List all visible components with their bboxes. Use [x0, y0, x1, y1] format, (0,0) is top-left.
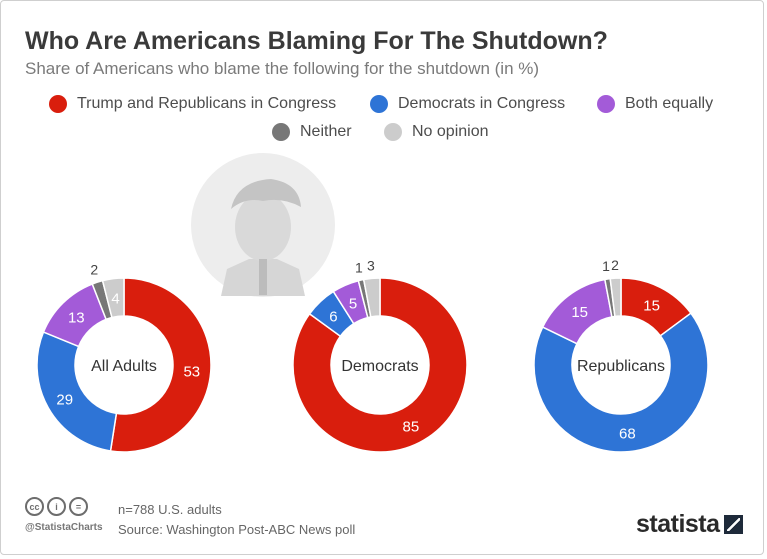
legend-label: Both equally: [625, 95, 714, 112]
chart-title: Who Are Americans Blaming For The Shutdo…: [25, 27, 608, 55]
donut-value-label: 1: [355, 259, 363, 275]
legend-swatch: [272, 123, 290, 141]
legend-item-no-opinion: No opinion: [384, 123, 489, 141]
donut-democrats: 85 65 1 3 Democrats: [292, 257, 468, 453]
donut-all-adults: 53 29 13 24 All Adults: [36, 262, 212, 453]
source-note: Source: Washington Post-ABC News poll: [118, 522, 356, 537]
donut-center-label: All Adults: [91, 358, 157, 375]
license-icons: cc i =: [25, 497, 88, 516]
donut-slice-democrats-in-congress: [533, 312, 709, 453]
donut-slice-no-opinion: [362, 277, 381, 318]
brand-name: statista: [636, 510, 720, 538]
legend-label: Democrats in Congress: [398, 95, 566, 112]
donut-slice-no-opinion: [101, 277, 125, 319]
creative-commons-icon: cc: [25, 497, 44, 516]
donut-slice-democrats-in-congress: [36, 331, 118, 452]
donut-center-label: Republicans: [577, 358, 665, 375]
donut-value-label: 5: [349, 296, 357, 313]
donut-value-label: 13: [68, 310, 85, 327]
legend-item-neither: Neither: [272, 123, 352, 141]
donut-value-label: 53: [183, 363, 200, 380]
statista-logo[interactable]: statista: [636, 510, 743, 539]
twitter-handle: @StatistaCharts: [25, 522, 103, 533]
donut-value-label: 1: [602, 258, 610, 274]
attribution-icon: i: [47, 497, 66, 516]
legend-swatch: [597, 95, 615, 113]
legend-item-democrats: Democrats in Congress: [370, 95, 565, 113]
donut-value-label: 15: [571, 304, 588, 321]
donut-value-label: 6: [329, 308, 337, 325]
donut-value-label: 3: [367, 257, 375, 273]
donut-value-label: 2: [90, 262, 98, 278]
donut-slice-trump-and-republicans-in-congress: [292, 277, 468, 453]
donut-slice-trump-and-republicans-in-congress: [109, 277, 212, 453]
donut-value-label: 4: [111, 291, 119, 308]
legend-swatch: [384, 123, 402, 141]
donut-value-label: 68: [619, 426, 636, 443]
portrait-illustration: [191, 153, 335, 297]
donut-value-label: 29: [56, 391, 73, 408]
donut-value-label: 2: [611, 257, 619, 273]
donut-center-label: Democrats: [341, 358, 418, 375]
legend-label: Neither: [300, 123, 352, 140]
legend-label: No opinion: [412, 123, 489, 140]
donut-slice-no-opinion: [609, 277, 622, 318]
statista-mark-icon: [723, 515, 743, 534]
legend-label: Trump and Republicans in Congress: [77, 95, 337, 112]
legend-item-trump-republicans: Trump and Republicans in Congress: [49, 95, 336, 113]
legend-swatch: [370, 95, 388, 113]
donut-republicans: 15 68 15 1 2 Republicans: [533, 257, 709, 453]
sample-size-note: n=788 U.S. adults: [118, 502, 222, 517]
donut-value-label: 85: [403, 419, 420, 436]
donut-value-label: 15: [643, 297, 660, 314]
chart-subtitle: Share of Americans who blame the followi…: [25, 59, 540, 78]
legend-item-both: Both equally: [597, 95, 713, 113]
legend-swatch: [49, 95, 67, 113]
no-derivatives-icon: =: [69, 497, 88, 516]
